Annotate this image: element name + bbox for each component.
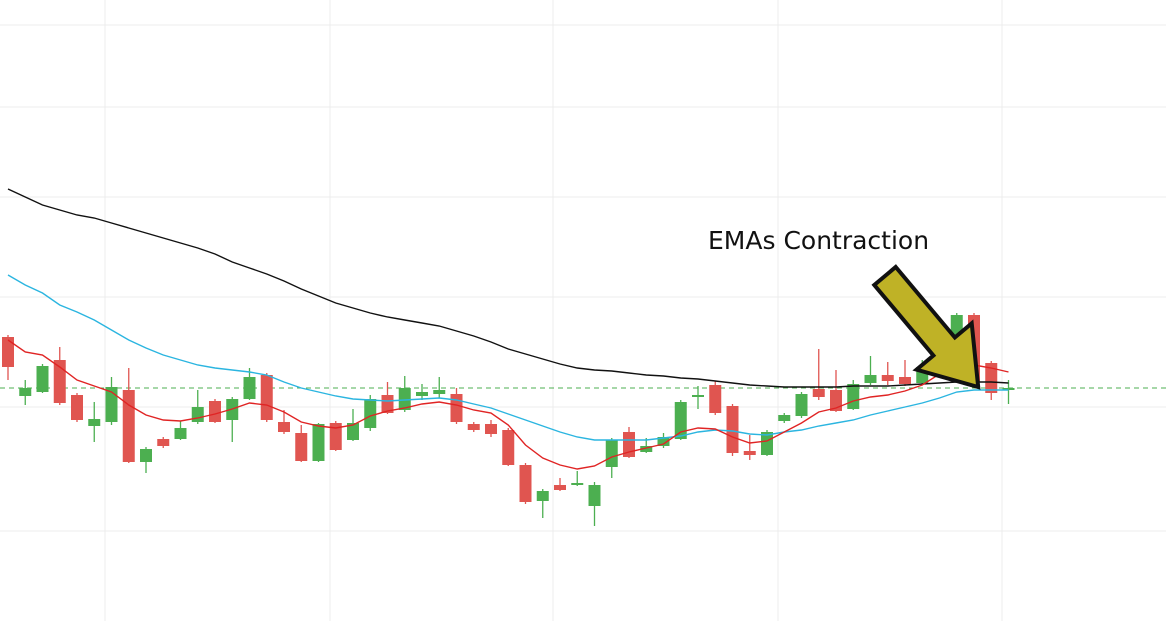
candle-body	[209, 401, 221, 422]
candle-body	[19, 388, 32, 396]
arrow	[871, 264, 981, 390]
candle-body	[243, 377, 256, 399]
ema-line	[7, 188, 1009, 388]
candle-body	[536, 491, 549, 501]
candle-body	[830, 390, 842, 411]
candle-body	[364, 399, 377, 428]
candle-body	[71, 395, 83, 420]
candle-body	[174, 428, 187, 439]
candle-body	[2, 337, 14, 367]
candle-body	[416, 392, 428, 396]
candle-body	[278, 422, 290, 432]
candle-body	[53, 360, 66, 403]
candle-body	[140, 449, 152, 462]
candle-body	[433, 390, 446, 394]
candle-body	[1002, 388, 1015, 390]
candle-body	[881, 375, 894, 381]
candle-body	[761, 432, 773, 455]
candle-body	[260, 375, 273, 420]
annotation: EMAs Contraction	[708, 226, 929, 255]
candle-body	[381, 395, 394, 413]
candle-body	[36, 366, 49, 392]
candle-body	[398, 388, 411, 410]
candle-body	[726, 406, 739, 453]
candle-body	[795, 394, 808, 416]
candle-body	[640, 446, 653, 452]
candle-body	[295, 433, 308, 461]
ema-line	[7, 274, 1009, 441]
candle-body	[329, 423, 342, 450]
candle-body	[657, 437, 670, 446]
candle-body	[347, 423, 359, 440]
candle-body	[450, 394, 463, 422]
candle-body	[588, 485, 601, 506]
candle-body	[502, 430, 515, 465]
candle-body	[467, 424, 480, 430]
candle-body	[554, 485, 566, 490]
candle-body	[312, 424, 325, 461]
candle-body	[743, 451, 756, 455]
plot	[0, 188, 1166, 526]
candle-body	[191, 407, 204, 422]
candle-body	[709, 385, 722, 413]
candle-body	[571, 483, 584, 485]
candle-body	[674, 402, 687, 439]
candle-body	[864, 375, 877, 383]
candle-body	[847, 384, 860, 409]
candle-body	[122, 390, 135, 462]
candle-body	[899, 377, 911, 384]
candle-body	[485, 424, 497, 434]
candle-body	[692, 395, 704, 397]
candle-body	[778, 415, 791, 421]
candle-body	[157, 439, 170, 446]
candle-body	[105, 387, 118, 422]
candle-body	[519, 465, 532, 502]
candle-body	[605, 440, 618, 467]
candle-body	[88, 419, 101, 426]
ema-line	[7, 339, 1009, 470]
candle-body	[812, 389, 825, 397]
candle-body	[985, 363, 998, 393]
